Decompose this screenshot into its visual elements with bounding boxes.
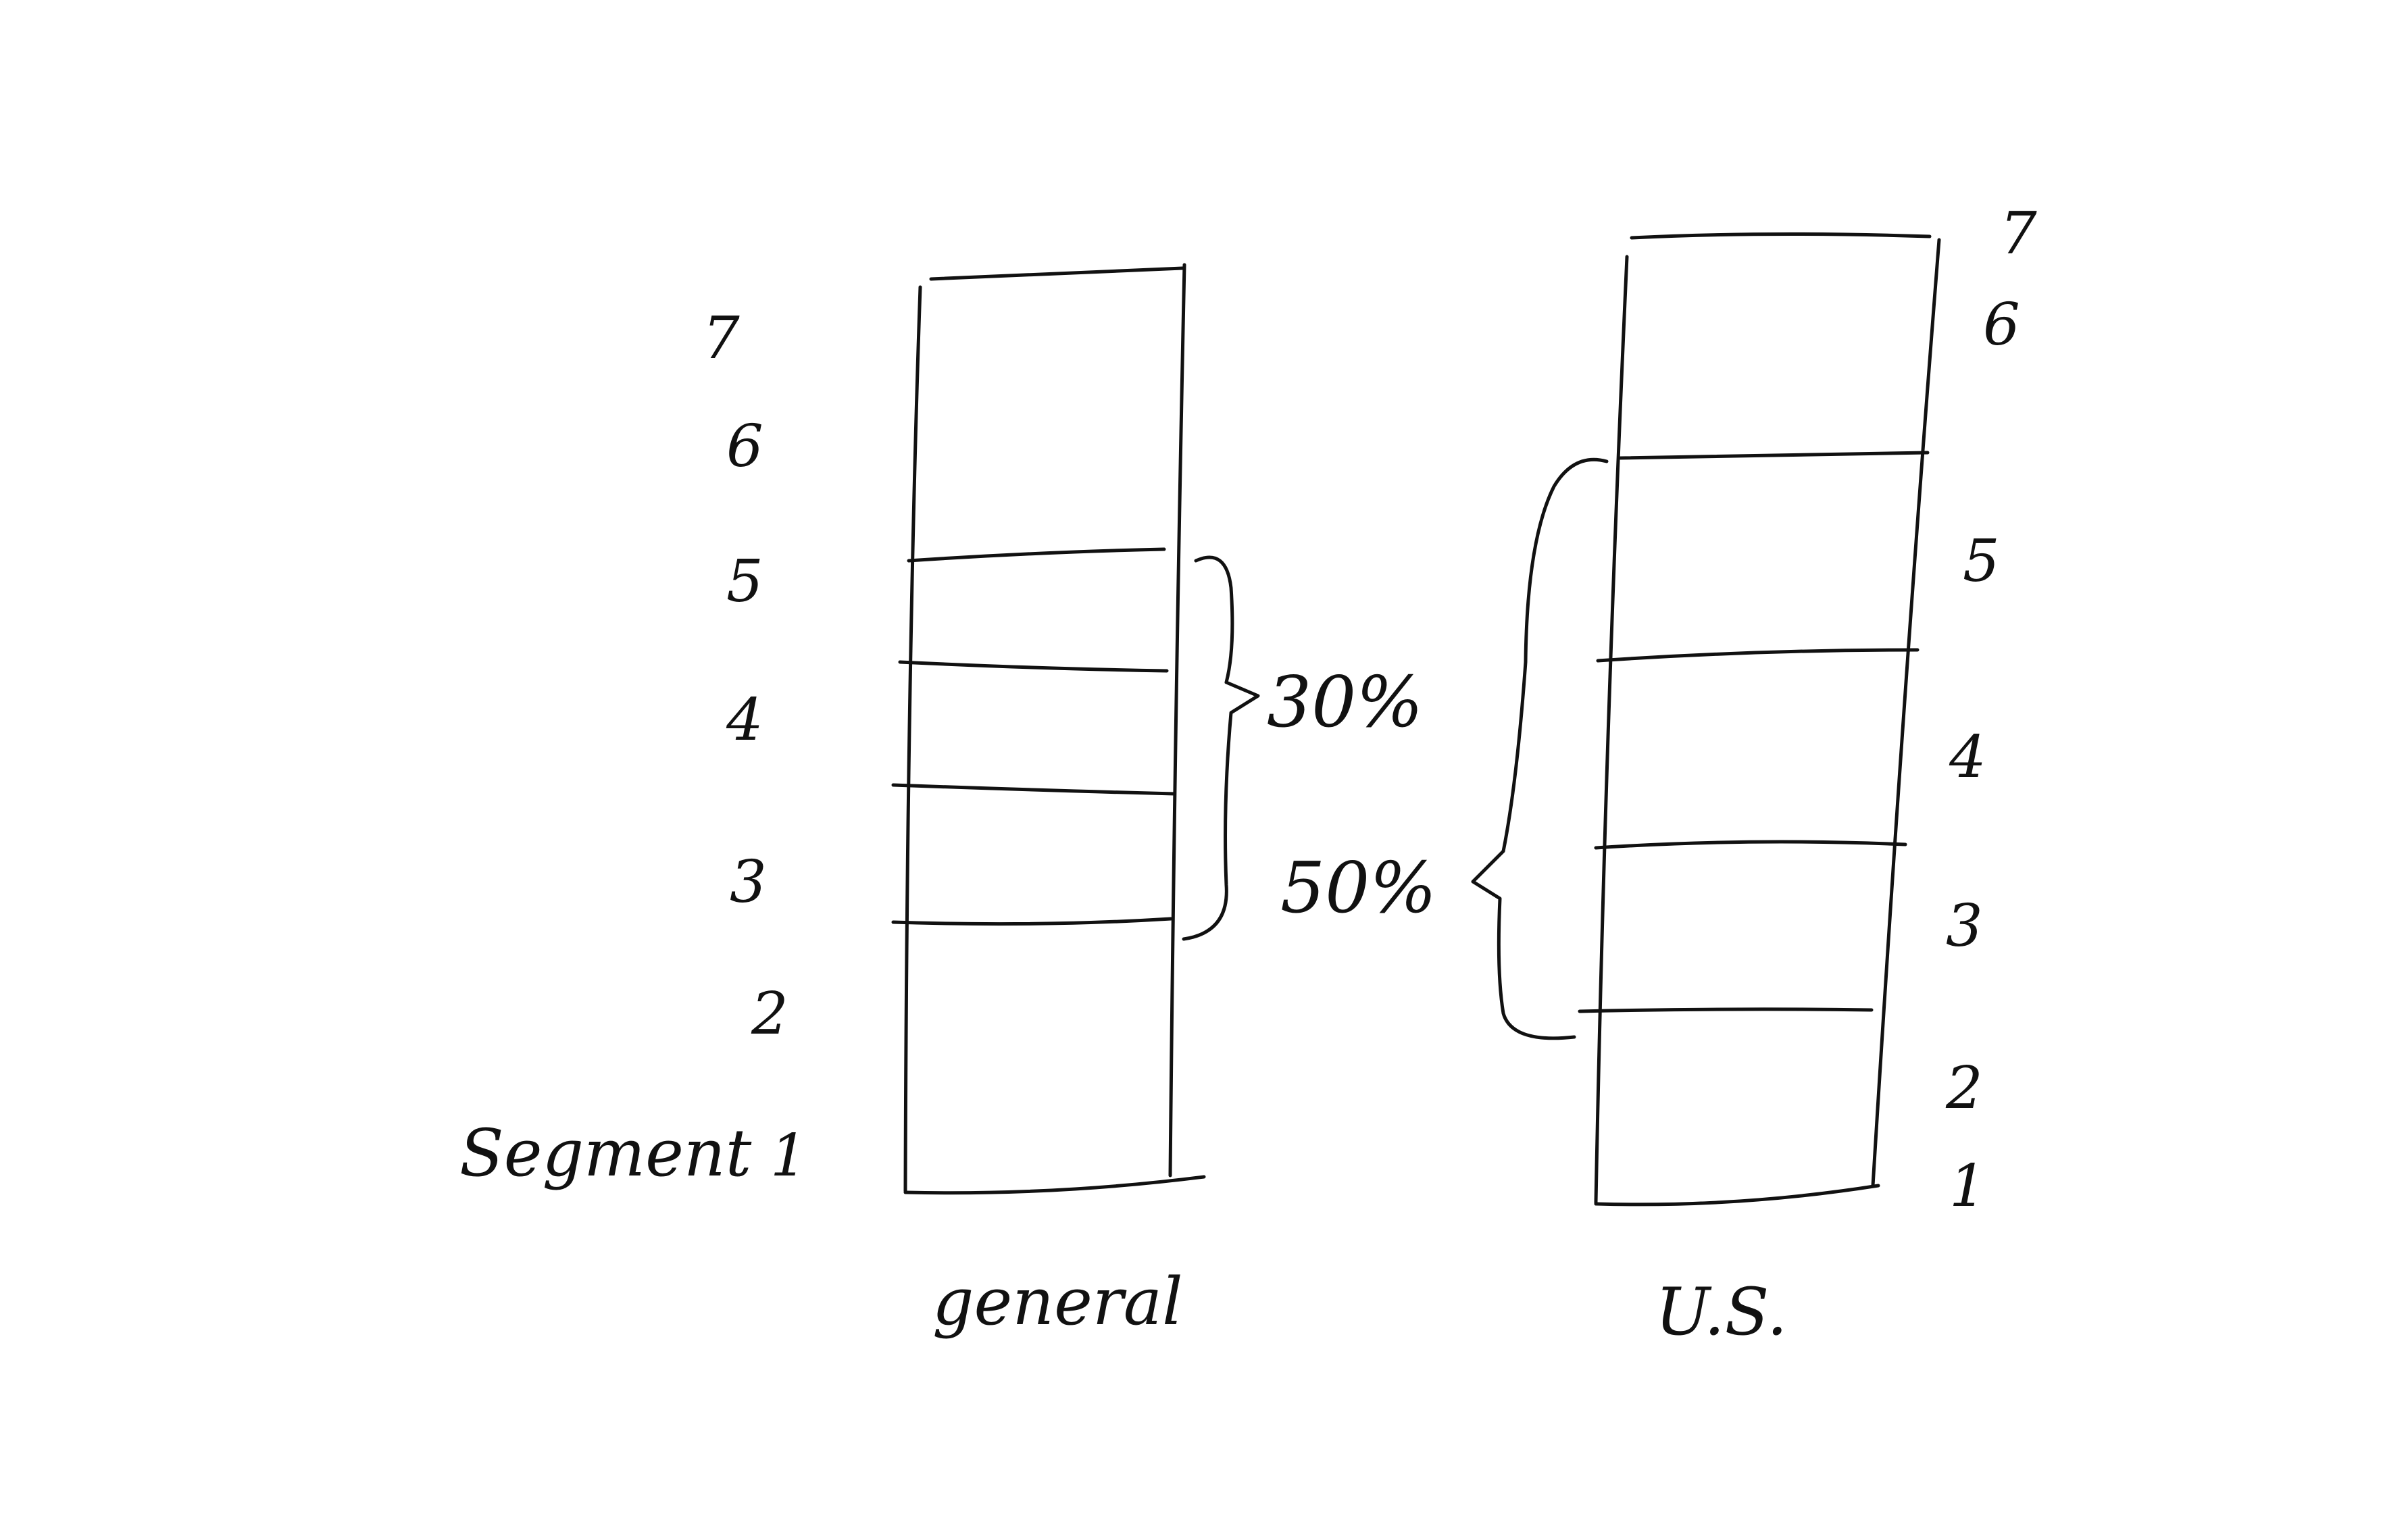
us-number-1: 1 <box>1949 1153 1986 1220</box>
bracket-label-30-percent: 30% <box>1267 661 1423 743</box>
general-bracket-30 <box>1182 555 1260 941</box>
general-divider-5 <box>907 547 1166 563</box>
us-divider-6 <box>1618 451 1930 460</box>
us-number-2: 2 <box>1945 1055 1983 1122</box>
us-number-6: 6 <box>1983 291 2020 359</box>
general-divider-4 <box>898 660 1169 673</box>
general-number-1: 1 <box>770 1122 807 1190</box>
general-caption: general <box>932 1264 1183 1340</box>
us-segment-numbers: 7 6 5 4 3 2 1 <box>1945 200 2037 1220</box>
general-column-left-edge <box>903 285 922 1193</box>
general-column-bottom-edge <box>903 1175 1206 1195</box>
us-number-7: 7 <box>2000 200 2037 268</box>
general-number-2: 2 <box>751 980 788 1048</box>
us-column-right-edge <box>1871 238 1941 1188</box>
us-number-5: 5 <box>1963 528 2000 595</box>
general-number-7: 7 <box>703 305 740 372</box>
general-number-3: 3 <box>730 849 767 916</box>
general-column-top-edge <box>929 266 1184 281</box>
general-divider-3 <box>891 783 1176 796</box>
general-column <box>891 263 1206 1195</box>
us-column <box>1578 232 1941 1207</box>
general-number-4: 4 <box>726 686 763 754</box>
us-column-left-edge <box>1594 255 1629 1205</box>
us-divider-3 <box>1578 1007 1874 1013</box>
general-divider-2 <box>891 917 1173 926</box>
us-column-top-edge <box>1630 232 1932 240</box>
general-segment-numbers: 7 6 5 4 3 2 1 <box>703 305 807 1190</box>
us-number-4: 4 <box>1949 724 1986 791</box>
us-divider-4 <box>1594 840 1907 850</box>
bracket-label-50-percent: 50% <box>1280 846 1436 929</box>
us-column-bottom-edge <box>1594 1184 1880 1207</box>
us-number-3: 3 <box>1946 892 1983 960</box>
general-column-right-edge <box>1168 263 1186 1178</box>
general-number-6: 6 <box>726 413 763 480</box>
general-number-5: 5 <box>726 548 763 615</box>
us-divider-5 <box>1596 648 1920 663</box>
us-caption: U.S. <box>1655 1274 1787 1350</box>
us-bracket-50 <box>1471 457 1609 1040</box>
segment-axis-label: Segment <box>459 1115 752 1191</box>
